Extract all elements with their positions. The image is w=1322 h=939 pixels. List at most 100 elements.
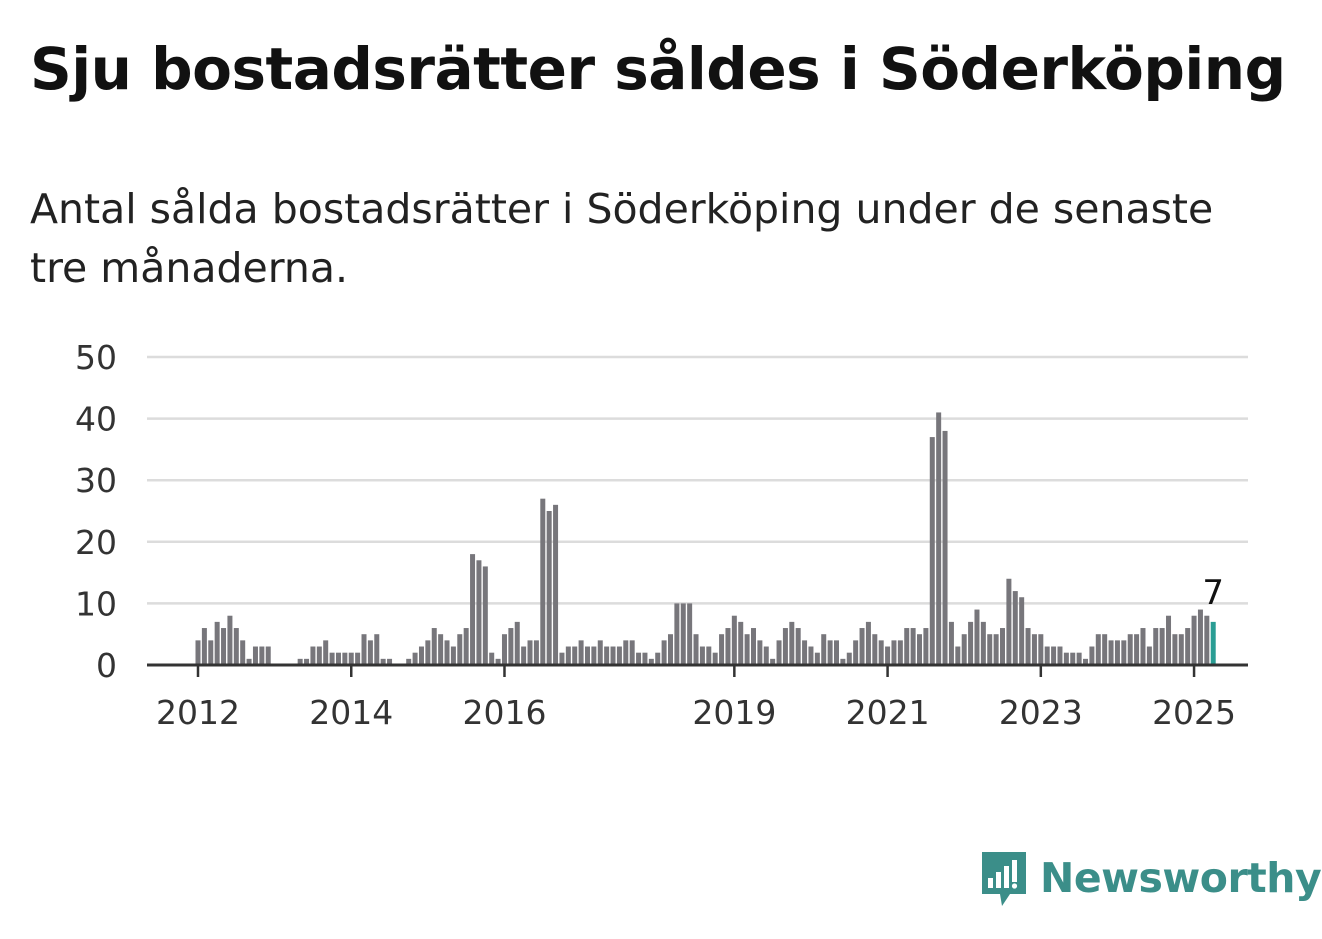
bar [667,634,673,665]
bar [655,652,661,665]
bar [604,646,610,665]
bar [1146,646,1152,665]
bar [252,646,258,665]
bar [406,658,412,665]
bar [853,640,859,665]
bar [693,634,699,665]
bar [872,634,878,665]
bar [367,640,373,665]
bar [1114,640,1120,665]
bar [1031,634,1037,665]
bar [1159,628,1165,665]
bar [878,640,884,665]
bar [578,640,584,665]
bar [980,621,986,665]
bar [1095,634,1101,665]
bar [948,621,954,665]
bar [521,646,527,665]
bar [827,640,833,665]
bar [265,646,271,665]
y-tick-label: 0 [96,646,117,685]
bar [1185,628,1191,665]
chart-subtitle: Antal sålda bostadsrätter i Söderköping … [30,185,1214,293]
bar [553,504,559,665]
bar [636,652,642,665]
bar [757,640,763,665]
bar [546,511,552,665]
bar [335,652,341,665]
bar [597,640,603,665]
bar [310,646,316,665]
bar [731,615,737,665]
bar [1012,591,1018,665]
bar [955,646,961,665]
bar [910,628,916,665]
bar [195,640,201,665]
bar [1197,609,1203,665]
bar [610,646,616,665]
bar [380,658,386,665]
bar [968,621,974,665]
bar [1070,652,1076,665]
bar [961,634,967,665]
bar [865,621,871,665]
bar [763,646,769,665]
bar-highlight [1210,621,1216,665]
bar [591,646,597,665]
bar [559,652,565,665]
brand-name: Newsworthy [1040,854,1322,902]
bar [342,652,348,665]
bar [1083,658,1089,665]
y-axis-tick-labels: 0 10 20 30 40 50 [75,338,117,685]
bar [770,658,776,665]
bar [821,634,827,665]
bar [917,634,923,665]
bar [1006,578,1012,665]
bar [750,628,756,665]
bar [374,634,380,665]
bar [1063,652,1069,665]
bar [355,652,361,665]
bar [214,621,220,665]
bar [425,640,431,665]
bar [623,640,629,665]
newsworthy-logo-icon [982,852,1026,906]
bar [572,646,578,665]
bar [936,412,942,665]
bar [1089,646,1095,665]
bar [1178,634,1184,665]
brand-logo: Newsworthy [980,848,1322,908]
bar [846,652,852,665]
bar [725,628,731,665]
bar [418,646,424,665]
bar [782,628,788,665]
x-tick-label: 2012 [156,693,240,732]
bar-chart: 0 10 20 30 40 50 2012 2014 2016 2019 2021 2023 2025… [75,338,1248,732]
bar [1000,628,1006,665]
bar [387,658,393,665]
bar [208,640,214,665]
bar [904,628,910,665]
bar [412,652,418,665]
bar [240,640,246,665]
page-title: Sju bostadsrätter såldes i Söderköping [30,35,1286,103]
bar [923,628,929,665]
bar [699,646,705,665]
bar [348,652,354,665]
bar [1127,634,1133,665]
bar [450,646,456,665]
bar [789,621,795,665]
bar [527,640,533,665]
bar [942,430,948,665]
bar [1204,615,1210,665]
bar [233,628,239,665]
grid-lines [147,355,1248,605]
bar [795,628,801,665]
bar [680,603,686,665]
bar [738,621,744,665]
bar [776,640,782,665]
bar [929,437,935,665]
bar [297,658,303,665]
bar [316,646,322,665]
bar [1108,640,1114,665]
